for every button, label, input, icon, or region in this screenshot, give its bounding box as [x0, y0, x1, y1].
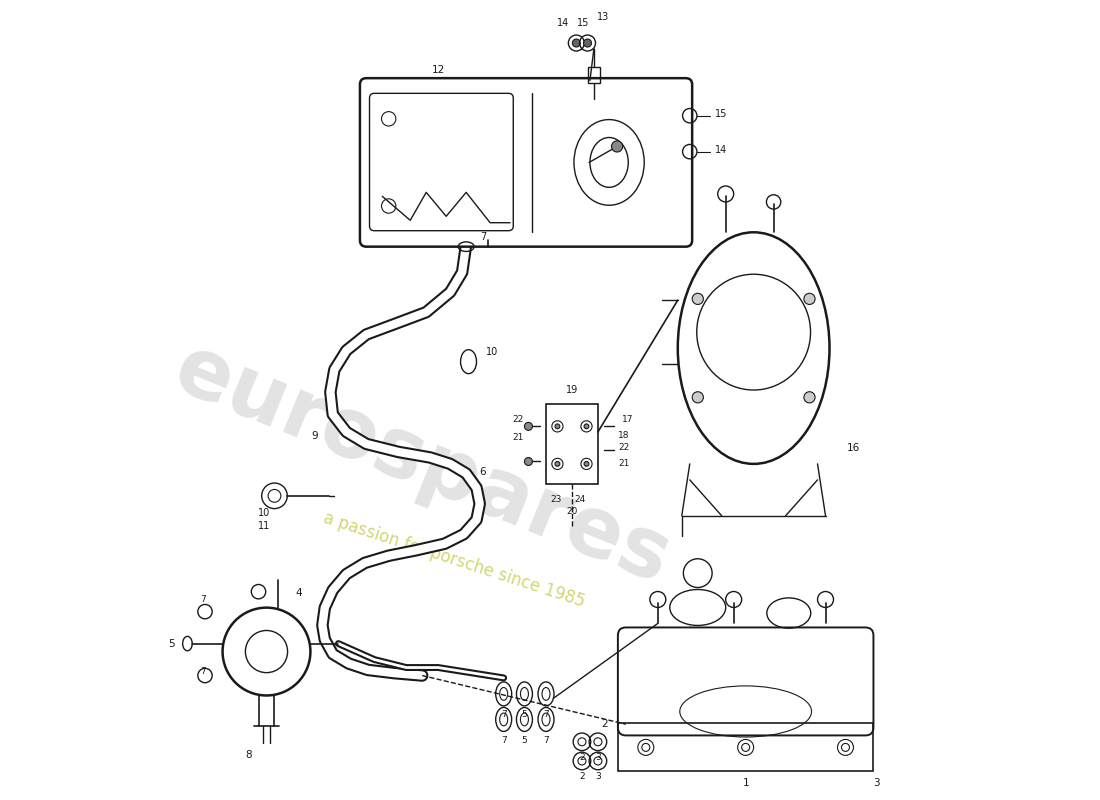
Text: 7: 7 — [200, 667, 206, 676]
Text: 7: 7 — [500, 736, 507, 745]
Circle shape — [556, 424, 560, 429]
Circle shape — [525, 458, 532, 466]
Circle shape — [584, 462, 588, 466]
Text: 3: 3 — [595, 773, 601, 782]
Text: 8: 8 — [245, 750, 252, 760]
Text: 11: 11 — [258, 521, 271, 531]
Text: 20: 20 — [566, 507, 578, 516]
Text: 9: 9 — [311, 431, 318, 441]
Text: 14: 14 — [715, 145, 727, 155]
Text: 18: 18 — [618, 431, 629, 441]
Circle shape — [572, 39, 581, 47]
Text: 1: 1 — [742, 778, 749, 788]
Text: 7: 7 — [543, 710, 549, 719]
Circle shape — [556, 462, 560, 466]
Text: a passion for porsche since 1985: a passion for porsche since 1985 — [321, 509, 587, 610]
Text: 10: 10 — [258, 509, 271, 518]
Text: 10: 10 — [486, 347, 498, 357]
Text: 3: 3 — [595, 754, 601, 762]
Text: 17: 17 — [621, 415, 634, 425]
Text: 12: 12 — [431, 65, 444, 75]
FancyBboxPatch shape — [618, 627, 873, 735]
Text: 15: 15 — [715, 109, 728, 119]
Circle shape — [804, 294, 815, 305]
Circle shape — [525, 422, 532, 430]
Bar — [546, 404, 598, 484]
Circle shape — [692, 392, 703, 403]
Text: 2: 2 — [602, 719, 608, 730]
Text: eurospares: eurospares — [163, 327, 682, 600]
Text: 24: 24 — [574, 495, 585, 504]
Text: 14: 14 — [558, 18, 570, 28]
Text: 5: 5 — [168, 638, 175, 649]
Text: 7: 7 — [481, 232, 487, 242]
Circle shape — [612, 141, 623, 152]
Bar — [587, 67, 600, 83]
Text: 22: 22 — [618, 443, 629, 453]
Text: 2: 2 — [579, 754, 585, 762]
Text: 7: 7 — [500, 710, 507, 719]
Text: 6: 6 — [478, 467, 485, 477]
Circle shape — [692, 294, 703, 305]
Text: 22: 22 — [513, 415, 524, 425]
FancyBboxPatch shape — [360, 78, 692, 246]
Text: 13: 13 — [597, 12, 609, 22]
Circle shape — [583, 39, 592, 47]
Text: 21: 21 — [618, 459, 629, 468]
Text: 21: 21 — [513, 433, 524, 442]
Text: 19: 19 — [565, 385, 579, 394]
Text: 5: 5 — [521, 710, 527, 719]
Text: 23: 23 — [551, 495, 562, 504]
Text: 2: 2 — [579, 773, 585, 782]
Text: 3: 3 — [873, 778, 880, 788]
Text: 15: 15 — [576, 18, 588, 28]
Text: 7: 7 — [200, 595, 206, 604]
Bar — [618, 723, 873, 771]
Text: 16: 16 — [847, 443, 860, 453]
Text: 5: 5 — [521, 736, 527, 745]
Text: 7: 7 — [543, 736, 549, 745]
Circle shape — [584, 424, 588, 429]
Circle shape — [804, 392, 815, 403]
Text: 4: 4 — [295, 588, 301, 598]
